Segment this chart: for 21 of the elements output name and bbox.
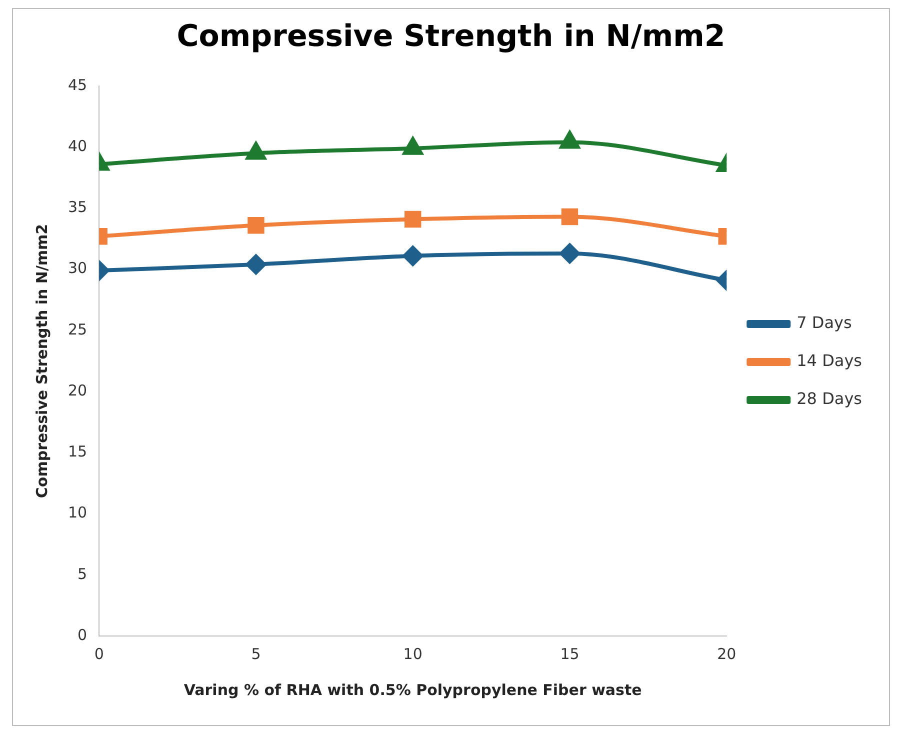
y-tick-label: 0 — [78, 626, 88, 644]
y-tick-label: 40 — [68, 137, 88, 155]
chart-title: Compressive Strength in N/mm2 — [176, 18, 726, 54]
legend-label: 28 Days — [796, 389, 862, 408]
y-tick-label: 10 — [68, 504, 88, 522]
y-tick-label: 30 — [68, 259, 88, 278]
x-tick-label: 0 — [94, 644, 104, 663]
y-tick-label: 20 — [68, 381, 88, 400]
y-tick-label: 45 — [68, 76, 88, 94]
legend-label: 14 Days — [796, 351, 862, 370]
y-tick-label: 15 — [68, 442, 88, 461]
y-tick-label: 25 — [68, 320, 88, 338]
x-axis-title: Varing % of RHA with 0.5% Polypropylene Fiber waste — [184, 680, 642, 699]
y-tick-label: 35 — [68, 198, 88, 216]
legend-label: 7 Days — [796, 313, 852, 332]
y-tick-label: 5 — [78, 564, 88, 583]
x-tick-label: 15 — [560, 644, 580, 663]
x-tick-label: 5 — [251, 644, 261, 663]
x-tick-label: 10 — [403, 644, 422, 663]
x-tick-label: 20 — [717, 644, 736, 663]
y-axis-title: Compressive Strength in N/mm2 — [32, 224, 51, 498]
